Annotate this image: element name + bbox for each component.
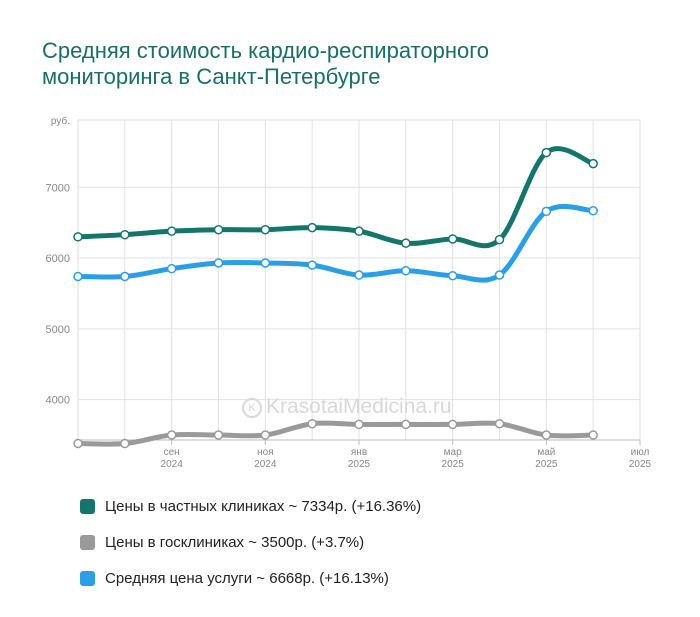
legend-swatch-private: [80, 498, 95, 514]
data-point-private: [541, 147, 552, 158]
legend-item-public[interactable]: Цены в госклиниках ~ 3500р. (+3.7%): [80, 524, 421, 560]
legend-label-public: Цены в госклиниках ~ 3500р. (+3.7%): [105, 533, 365, 551]
x-tick-label-month: ноя: [257, 447, 274, 458]
data-point-average: [120, 271, 130, 282]
series-line-public: [75, 420, 596, 447]
data-point-public: [73, 438, 83, 449]
y-axis-unit-label: руб.: [51, 115, 70, 127]
data-point-average: [541, 206, 552, 217]
watermark-logo-icon: K: [242, 398, 262, 418]
data-point-public: [494, 418, 505, 429]
data-point-public: [354, 419, 364, 430]
data-point-private: [494, 234, 505, 245]
data-point-public: [541, 430, 552, 440]
data-point-private: [588, 158, 598, 169]
legend-item-average[interactable]: Средняя цена услуги ~ 6668р. (+16.13%): [80, 560, 421, 596]
x-tick-label-year: 2025: [629, 459, 652, 470]
x-tick-label-year: 2025: [348, 459, 371, 470]
chart-title: Средняя стоимость кардио-респираторного …: [42, 38, 662, 90]
data-point-public: [307, 418, 317, 429]
chart-title-line-1: Средняя стоимость кардио-респираторного: [42, 38, 490, 63]
data-point-average: [588, 206, 598, 216]
data-point-public: [120, 438, 130, 449]
data-point-private: [166, 226, 177, 236]
series-line-private: [75, 146, 596, 249]
data-point-public: [166, 430, 177, 440]
legend-label-private: Цены в частных клиниках ~ 7334р. (+16.36…: [105, 497, 422, 515]
x-tick-label-year: 2025: [442, 459, 465, 470]
legend-swatch-average: [80, 570, 95, 586]
data-point-private: [73, 232, 83, 242]
x-tick-label-year: 2024: [254, 459, 277, 470]
data-point-average: [494, 270, 505, 280]
y-tick-label: 4000: [46, 395, 70, 407]
data-point-public: [401, 419, 411, 430]
chart-title-line-2: мониторинга в Санкт-Петербурге: [42, 64, 381, 89]
data-point-average: [73, 271, 83, 282]
x-tick-label-month: янв: [351, 447, 367, 458]
data-point-private: [401, 238, 411, 248]
legend-label-average: Средняя цена услуги ~ 6668р. (+16.13%): [105, 569, 389, 587]
data-point-public: [447, 419, 458, 430]
data-point-average: [166, 263, 177, 274]
data-point-private: [120, 229, 130, 240]
data-point-average: [307, 260, 317, 270]
data-point-private: [260, 224, 271, 235]
y-tick-label: 7000: [46, 182, 70, 194]
data-point-average: [260, 258, 271, 268]
data-point-public: [588, 430, 598, 440]
data-point-private: [354, 226, 364, 236]
x-tick-label-month: сен: [164, 447, 180, 458]
legend: Цены в частных клиниках ~ 7334р. (+16.36…: [80, 488, 421, 596]
y-tick-label: 6000: [46, 253, 70, 265]
data-point-average: [354, 270, 364, 280]
data-point-private: [307, 222, 317, 233]
data-point-public: [213, 430, 224, 440]
data-point-average: [213, 258, 224, 268]
x-tick-label-month: мар: [444, 447, 462, 458]
legend-swatch-public: [80, 534, 95, 550]
x-tick-label-year: 2025: [535, 459, 558, 470]
watermark-text: KrasotaiMedicina.ru: [266, 395, 452, 418]
data-point-private: [213, 224, 224, 235]
data-point-average: [447, 271, 458, 281]
data-point-private: [447, 234, 458, 244]
x-tick-label-year: 2024: [161, 459, 184, 470]
data-point-public: [260, 430, 271, 440]
legend-item-private[interactable]: Цены в частных клиниках ~ 7334р. (+16.36…: [80, 488, 421, 524]
data-point-average: [401, 266, 411, 276]
x-tick-label-month: июл: [631, 447, 650, 458]
y-tick-label: 5000: [46, 324, 70, 336]
x-tick-label-month: май: [537, 447, 555, 458]
watermark: K KrasotaiMedicina.ru: [242, 395, 452, 419]
